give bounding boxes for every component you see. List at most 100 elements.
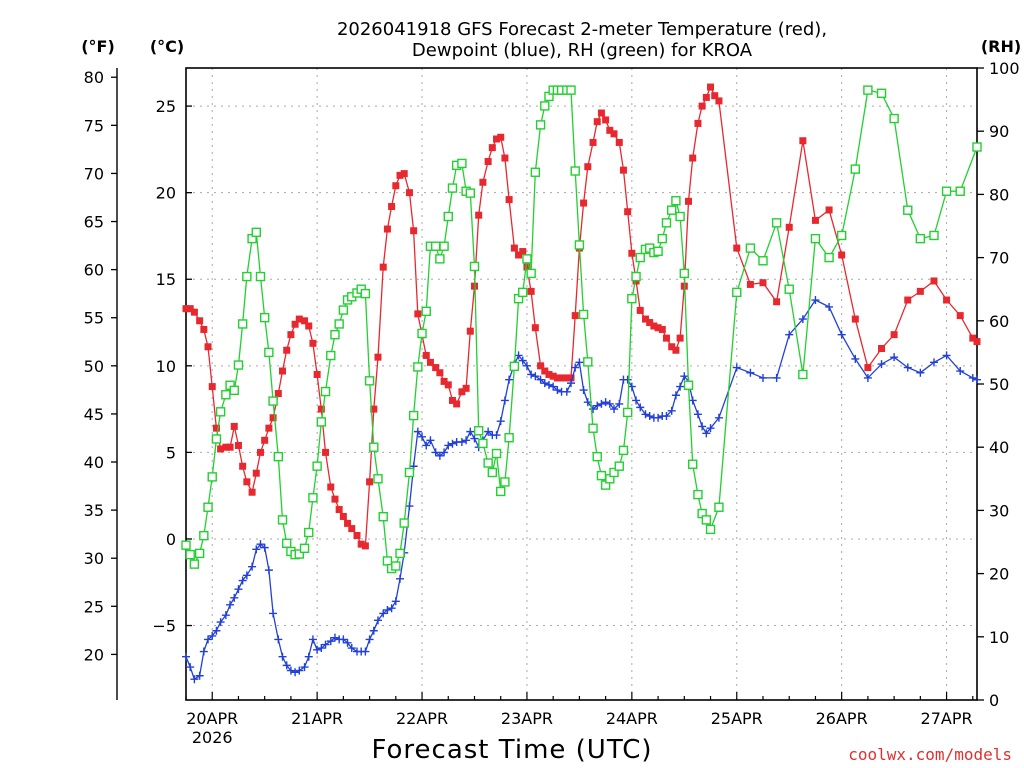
temperature-point — [619, 166, 627, 174]
rh-point — [469, 261, 480, 272]
rh-point — [242, 271, 252, 282]
rh-point — [189, 559, 200, 569]
rh-point — [185, 549, 195, 560]
rh-point — [771, 218, 782, 228]
rh-point — [705, 524, 716, 535]
rh-point — [535, 120, 546, 130]
dewpoint-point — [758, 373, 767, 382]
rh-point — [483, 458, 493, 468]
temperature-point — [785, 223, 793, 231]
temperature-point — [589, 138, 597, 146]
dewpoint-point — [295, 666, 304, 675]
temperature-point — [448, 396, 456, 404]
temperature-point — [256, 448, 264, 456]
rh-tick-label: 90 — [989, 122, 1009, 141]
rh-point — [382, 556, 393, 566]
dewpoint-point — [300, 663, 309, 672]
temperature-point — [366, 478, 374, 486]
dewpoint-point — [654, 413, 663, 422]
temperature-point — [357, 540, 365, 548]
rh-point — [566, 85, 576, 95]
dewpoint-point — [291, 668, 300, 677]
dewpoint-point — [226, 600, 235, 609]
temperature-point — [348, 525, 356, 533]
rh-point — [810, 233, 821, 244]
temperature-point — [515, 251, 523, 259]
dewpoint-point — [405, 502, 414, 511]
rh-tick-label: 50 — [989, 375, 1009, 394]
temperature-point — [615, 138, 623, 146]
fahrenheit-tick-label: 50 — [84, 357, 104, 376]
time-tick-label: 22APR — [396, 709, 448, 728]
rh-point — [653, 246, 663, 256]
dewpoint-point — [505, 375, 514, 384]
temperature-point — [890, 331, 898, 339]
dewpoint-point — [383, 605, 392, 614]
time-tick-label: 20APR — [186, 709, 238, 728]
temperature-point — [864, 364, 872, 372]
dewpoint-point — [746, 368, 755, 377]
rh-tick-label: 40 — [989, 438, 1009, 457]
temperature-point — [969, 334, 977, 342]
rh-point — [408, 410, 419, 421]
fahrenheit-tick-label: 55 — [84, 309, 104, 328]
temperature-point — [541, 367, 549, 375]
rh-point — [373, 474, 383, 484]
dewpoint-point — [422, 441, 431, 450]
dewpoint-point — [667, 406, 676, 415]
dewpoint-point — [698, 422, 707, 431]
rh-point — [540, 101, 550, 111]
dewpoint-point — [182, 652, 190, 661]
rh-point — [395, 548, 405, 559]
dewpoint-point — [216, 618, 225, 627]
dewpoint-point — [317, 644, 326, 653]
series-temperature — [182, 83, 981, 550]
rh-point — [592, 451, 602, 462]
temperature-point — [537, 362, 545, 370]
temperature-point — [331, 495, 339, 503]
rh-point — [627, 293, 637, 304]
dewpoint-point — [956, 367, 965, 376]
temperature-point — [196, 317, 204, 325]
rh-point — [635, 252, 645, 263]
dewpoint-point — [248, 562, 257, 571]
temperature-point — [182, 305, 190, 313]
rh-point — [447, 183, 458, 193]
rh-point — [194, 548, 205, 559]
temperature-point — [973, 338, 981, 346]
rh-point — [496, 486, 506, 497]
dewpoint-point — [440, 448, 449, 457]
temperature-point — [563, 374, 571, 382]
rh-point — [618, 445, 629, 456]
rh-point — [229, 385, 239, 396]
rh-point — [903, 205, 913, 215]
rh-point — [215, 407, 226, 417]
fahrenheit-tick-label: 25 — [84, 597, 104, 616]
temperature-point — [283, 346, 291, 354]
temperature-point — [527, 287, 535, 295]
temperature-point — [624, 208, 632, 216]
temperature-point — [335, 506, 343, 514]
rh-point — [404, 467, 415, 478]
rh-point — [203, 502, 213, 512]
rh-point — [421, 306, 431, 317]
dewpoint-point — [238, 576, 247, 585]
temperature-point — [484, 158, 492, 166]
temperature-point — [353, 532, 361, 540]
rh-point — [798, 369, 808, 380]
temperature-point — [426, 358, 434, 366]
dewpoint-point — [702, 429, 711, 438]
temperature-point — [279, 367, 287, 375]
fahrenheit-tick-label: 60 — [84, 261, 104, 280]
temperature-point — [628, 249, 636, 257]
temperature-point — [291, 320, 299, 328]
dewpoint-point — [321, 640, 330, 649]
temperature-point — [458, 388, 466, 396]
rh-point — [688, 459, 698, 469]
rh-point — [360, 288, 371, 299]
rh-axis: 0 10 20 30 40 50 60 70 80 90 100 — [977, 59, 1020, 710]
dewpoint-point — [553, 386, 562, 395]
temperature-point — [610, 130, 618, 138]
dewpoint-point — [361, 647, 370, 656]
